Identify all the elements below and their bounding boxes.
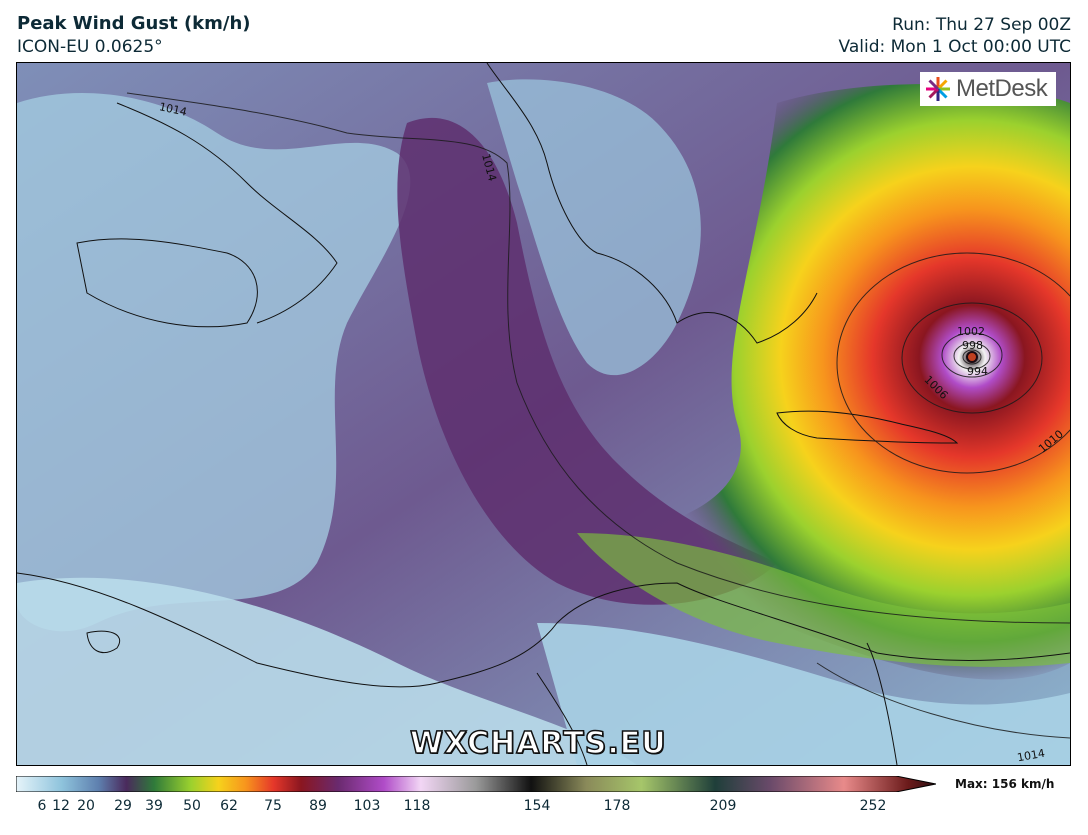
coastlines <box>17 63 1070 765</box>
isobar-1010 <box>836 252 1070 474</box>
isobar-1006 <box>901 302 1043 414</box>
colorbar-tick: 75 <box>264 798 282 814</box>
metdesk-logo: MetDesk <box>920 72 1056 106</box>
colorbar-tick: 209 <box>709 798 737 814</box>
map-canvas <box>17 63 1070 765</box>
isobar-1014-main <box>126 92 1070 624</box>
border-egypt-east <box>866 642 898 765</box>
colorbar-tick: 252 <box>859 798 887 814</box>
moderate-gust-band <box>397 117 777 605</box>
colorbar-tick: 154 <box>523 798 551 814</box>
calm-area-egypt <box>537 623 1070 765</box>
coast-sicily <box>76 238 258 328</box>
isobar-1014-south <box>816 662 1070 739</box>
colorbar-tick: 12 <box>52 798 70 814</box>
medicane-wind-field <box>617 84 1070 680</box>
isobar-1002 <box>941 332 1003 378</box>
map-title: Peak Wind Gust (km/h) <box>17 13 251 34</box>
run-label: Run: Thu 27 Sep 00Z <box>892 15 1071 35</box>
colorbar-ticks: 6 12 20 29 39 50 62 75 89 103 118 154 17… <box>0 798 1088 820</box>
max-gust-label: Max: 156 km/h <box>955 777 1055 791</box>
coast-calabria <box>116 102 338 324</box>
isobar-label: 998 <box>962 339 983 352</box>
gust-colorbar <box>16 776 936 792</box>
watermark: WXCHARTS.EU <box>409 725 667 762</box>
colorbar-tick: 6 <box>37 798 47 814</box>
colorbar-tick: 62 <box>220 798 238 814</box>
storm-eye <box>966 351 978 363</box>
isobar-label: 994 <box>967 365 988 378</box>
valid-time-label: Valid: Mon 1 Oct 00:00 UTC <box>838 37 1071 57</box>
border-libya-egypt <box>536 672 588 765</box>
colorbar-tick: 118 <box>403 798 431 814</box>
calm-area-west <box>17 93 411 632</box>
colorbar-tick: 20 <box>77 798 95 814</box>
isobars <box>126 92 1070 739</box>
metdesk-logo-text: MetDesk <box>956 75 1048 102</box>
colorbar-tick: 103 <box>353 798 381 814</box>
coast-crete <box>776 410 959 444</box>
strong-gust-band <box>577 533 1070 667</box>
colorbar-tick: 50 <box>183 798 201 814</box>
isobar-998 <box>953 342 991 370</box>
isobar-994 <box>962 349 982 365</box>
colorbar-tick: 39 <box>145 798 163 814</box>
coast-greece-west <box>486 63 818 344</box>
colorbar-tick: 29 <box>114 798 132 814</box>
calm-area-adriatic <box>487 79 701 376</box>
colorbar-tick: 178 <box>603 798 631 814</box>
calm-area-libya <box>17 577 637 765</box>
colorbar-tick: 89 <box>309 798 327 814</box>
metdesk-flower-icon <box>926 77 950 101</box>
coast-tunisia-islet <box>86 630 120 653</box>
coast-north-africa <box>17 572 1070 688</box>
model-label: ICON-EU 0.0625° <box>17 37 163 57</box>
wind-gust-map[interactable]: 1014 1014 1002 998 994 1006 1010 1014 Me… <box>16 62 1071 766</box>
isobar-label: 1002 <box>957 325 985 338</box>
